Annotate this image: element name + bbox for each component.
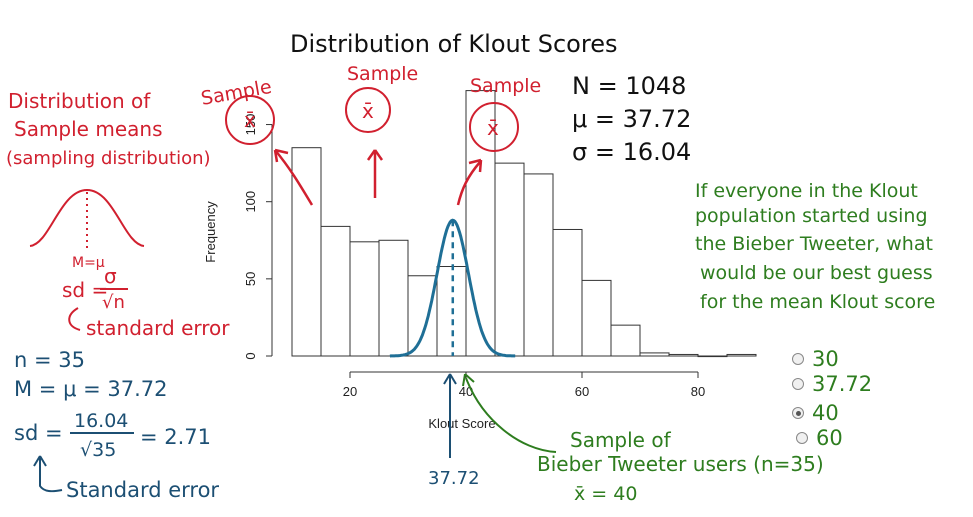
sample-arrow-3-head <box>468 158 483 173</box>
question-line4: would be our best guess <box>700 262 933 284</box>
histogram-bar <box>581 279 612 357</box>
option-40[interactable]: 40 <box>792 401 839 425</box>
histogram-bar <box>378 239 409 357</box>
bieber-sample-line3: x̄ = 40 <box>574 483 637 505</box>
histogram-bar <box>407 275 438 357</box>
y-tick-label: 0 <box>243 352 258 359</box>
sample-label-3: Sample <box>470 75 541 97</box>
histogram-bar <box>668 353 699 357</box>
dist-sample-means-line1: Distribution of <box>8 89 151 113</box>
sd-calc-num: 16.04 <box>74 410 128 432</box>
x-tick-label: 80 <box>691 384 705 399</box>
sample-arrow-1 <box>274 149 314 206</box>
dist-sample-means-line3: (sampling distribution) <box>6 148 211 169</box>
option-30[interactable]: 30 <box>792 347 839 371</box>
xbar-2: x̄ <box>362 99 374 123</box>
bieber-sample-line1: Sample of <box>570 428 672 452</box>
x-tick-label: 60 <box>575 384 589 399</box>
question-line3: the Bieber Tweeter, what <box>695 233 933 255</box>
y-tick-label: 100 <box>243 191 258 213</box>
mean-marker-value: 37.72 <box>428 468 480 489</box>
sample-label-1: Sample <box>199 76 273 110</box>
m-equals-mu: M=μ <box>72 255 105 271</box>
histogram-bars <box>291 90 757 358</box>
question-line5: for the mean Klout score <box>700 291 935 313</box>
mini-normal-curve <box>29 188 145 247</box>
x-axis-label: Klout Score <box>428 416 495 431</box>
option-30-label: 30 <box>812 347 839 371</box>
chart-title: Distribution of Klout Scores <box>290 30 617 58</box>
y-axis-label: Frequency <box>203 201 218 263</box>
sampling-curve-line <box>389 218 516 358</box>
stat-n: N = 1048 <box>572 72 686 100</box>
dist-sample-means-line2: Sample means <box>14 117 163 141</box>
standard-error-arrow-red <box>68 307 81 331</box>
sample-arrow-2-head <box>366 149 384 161</box>
bieber-sample-line2: Bieber Tweeter users (n=35) <box>537 452 824 476</box>
n35-text: n = 35 <box>14 348 85 372</box>
option-30-radio[interactable] <box>792 353 804 365</box>
stat-sigma: σ = 16.04 <box>572 138 691 166</box>
y-tick-label: 150 <box>243 114 258 136</box>
bieber-arrow-head <box>462 373 475 387</box>
standard-error-arrow-blue <box>39 458 63 493</box>
histogram-bar <box>697 355 728 358</box>
x-tick-label: 20 <box>343 384 357 399</box>
histogram-bar <box>552 228 583 357</box>
standard-error-arrow-blue-head <box>33 455 47 467</box>
sample-circle-1 <box>225 95 275 145</box>
option-37-72[interactable]: 37.72 <box>792 372 872 396</box>
sample-label-2: Sample <box>347 63 418 85</box>
histogram-bar <box>494 162 525 357</box>
option-40-label: 40 <box>812 401 839 425</box>
option-60-label: 60 <box>816 426 843 450</box>
histogram-bar <box>610 324 641 357</box>
standard-error-red: standard error <box>86 316 230 340</box>
standard-error-blue: Standard error <box>66 478 219 502</box>
sampling-curve <box>389 218 516 358</box>
option-60[interactable]: 60 <box>796 426 843 450</box>
mean-marker-arrow-head <box>443 373 457 385</box>
histogram-bar <box>523 173 554 357</box>
y-tick-label: 50 <box>243 272 258 286</box>
histogram-bar <box>349 241 380 357</box>
m-equals-mu-value: M = μ = 37.72 <box>14 377 168 401</box>
sd-calc-lhs: sd = <box>14 421 63 445</box>
stat-mu: μ = 37.72 <box>572 105 691 133</box>
histogram-bar <box>639 352 670 357</box>
xbar-3: x̄ <box>487 116 499 140</box>
sd-formula-den: √n <box>102 292 125 313</box>
sample-circle-3 <box>469 102 519 152</box>
option-60-radio[interactable] <box>796 432 808 444</box>
sd-calc-rhs: = 2.71 <box>140 425 211 449</box>
question-line1: If everyone in the Klout <box>695 180 918 202</box>
xbar-1: x̄ <box>244 108 256 132</box>
option-37-72-radio[interactable] <box>792 378 804 390</box>
option-40-radio[interactable] <box>792 407 804 419</box>
histogram-bar <box>726 353 757 357</box>
sample-arrow-3 <box>456 161 481 206</box>
question-line2: population started using <box>695 205 928 227</box>
sample-arrow-1-head <box>273 148 289 163</box>
bieber-arrow <box>465 377 557 453</box>
histogram-bar <box>320 225 351 357</box>
sd-calc-den: √35 <box>80 439 116 461</box>
histogram-bar <box>436 266 467 357</box>
sample-circle-2 <box>345 87 391 133</box>
option-37-72-label: 37.72 <box>812 372 873 396</box>
sd-formula-num: σ <box>104 264 117 288</box>
